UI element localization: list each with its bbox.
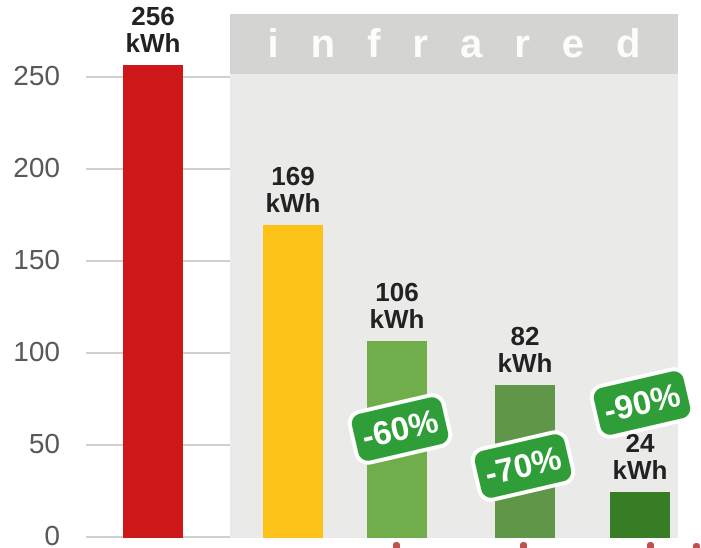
bar-24kwh bbox=[610, 492, 670, 538]
infrared-region-title: infrared bbox=[267, 21, 673, 66]
bar-256kwh bbox=[123, 65, 183, 538]
bar-169kwh bbox=[263, 225, 323, 538]
cropped-category-label-fragment bbox=[393, 542, 400, 548]
bar-value-label: 24 kWh bbox=[570, 430, 701, 484]
bar-value: 24 bbox=[625, 428, 655, 458]
bar-value-label: 169 kWh bbox=[223, 163, 363, 217]
bar-value: 106 bbox=[375, 277, 419, 307]
bar-unit: kWh bbox=[369, 304, 425, 334]
bar-unit: kWh bbox=[497, 348, 553, 378]
bar-unit: kWh bbox=[265, 188, 321, 218]
bar-value-label: 82 kWh bbox=[455, 323, 595, 377]
cropped-category-label-fragment bbox=[520, 542, 527, 548]
bar-value-label: 106 kWh bbox=[327, 279, 467, 333]
savings-badge-label: -60% bbox=[358, 401, 442, 456]
y-axis-tick-label: 100 bbox=[13, 336, 60, 367]
cropped-category-label-fragment bbox=[647, 542, 654, 548]
bar-value: 82 bbox=[510, 321, 540, 351]
savings-badge-label: -90% bbox=[600, 375, 684, 430]
cropped-category-label-fragment bbox=[693, 543, 700, 548]
y-axis-tick-label: 150 bbox=[13, 244, 60, 275]
infrared-region-header: infrared bbox=[230, 14, 678, 74]
y-axis-tick-label: 50 bbox=[28, 428, 60, 459]
y-axis-tick-label: 200 bbox=[13, 152, 60, 183]
y-axis-tick-label: 0 bbox=[44, 520, 60, 548]
bar-value: 256 bbox=[131, 1, 175, 31]
savings-badge-label: -70% bbox=[481, 438, 565, 493]
bar-unit: kWh bbox=[612, 455, 668, 485]
bar-value: 169 bbox=[271, 161, 315, 191]
y-axis-tick-label: 250 bbox=[13, 60, 60, 91]
bar-unit: kWh bbox=[125, 28, 181, 58]
bar-value-label: 256 kWh bbox=[83, 3, 223, 57]
